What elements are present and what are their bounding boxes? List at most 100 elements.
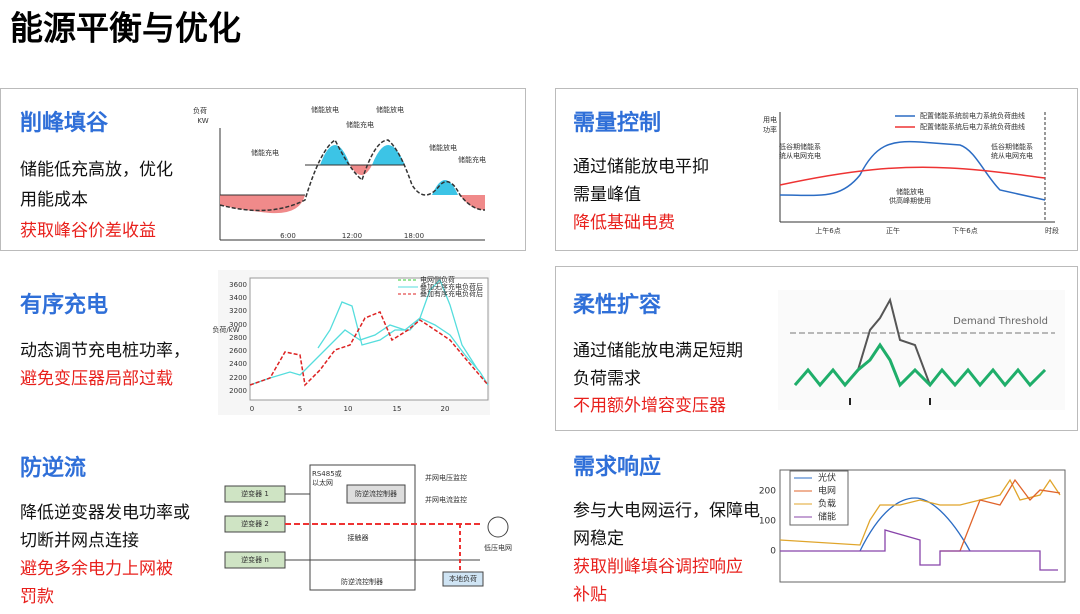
figure-label: 以太网 bbox=[312, 478, 333, 487]
panel-highlight: 避免多余电力上网被 bbox=[20, 559, 173, 579]
figure-label: 3400 bbox=[229, 294, 247, 302]
figure-label: 配置储能系统前电力系统负荷曲线 bbox=[920, 111, 1025, 120]
figure-label: 统从电网充电 bbox=[779, 151, 821, 160]
figure-response bbox=[779, 469, 1066, 583]
panel-title: 柔性扩容 bbox=[573, 292, 661, 318]
panel-highlight: 补贴 bbox=[573, 585, 607, 605]
panel-title: 削峰填谷 bbox=[20, 111, 109, 136]
figure-label: 叠加有序充电负荷后 bbox=[420, 289, 483, 298]
figure-label: 0 bbox=[770, 547, 776, 557]
figure-label: 18:00 bbox=[404, 232, 424, 240]
panel-frame bbox=[555, 266, 1078, 431]
figure-label: 2400 bbox=[229, 360, 247, 368]
figure-label: 储能充电 bbox=[251, 148, 279, 157]
panel-text: 参与大电网运行，保障电 bbox=[573, 501, 760, 521]
panel-highlight: 获取削峰填谷调控响应 bbox=[573, 557, 743, 577]
figure-label: 2000 bbox=[229, 387, 247, 395]
figure-label: 低谷期储能系 bbox=[991, 142, 1033, 151]
figure-label: 并网电压监控 bbox=[425, 473, 467, 482]
panel-frame bbox=[555, 88, 1078, 251]
figure-label: 本地负荷 bbox=[449, 574, 477, 583]
figure-label: 统从电网充电 bbox=[991, 151, 1033, 160]
figure-label: 用电 bbox=[763, 115, 777, 124]
figure-label: KW bbox=[197, 117, 208, 125]
figure-demand bbox=[779, 112, 1055, 223]
panel-text: 负荷需求 bbox=[573, 369, 641, 389]
figure-peak-valley bbox=[219, 128, 486, 241]
figure-label: 低谷期储能系 bbox=[779, 142, 821, 151]
figure-label: 正午 bbox=[886, 226, 900, 235]
figure-label: 3000 bbox=[229, 321, 247, 329]
figure-label: 12:00 bbox=[342, 232, 362, 240]
figure-label: 负载 bbox=[818, 498, 836, 510]
panel-text: 通过储能放电满足短期 bbox=[573, 341, 743, 361]
panel-highlight: 不用额外增容变压器 bbox=[573, 396, 726, 416]
figure-label: 负荷 bbox=[193, 106, 207, 115]
figure-label: 储能放电 bbox=[376, 105, 404, 114]
panel-highlight: 获取峰谷价差收益 bbox=[20, 221, 156, 241]
figure-label: 时段 bbox=[1045, 226, 1059, 235]
panel-highlight: 罚款 bbox=[20, 587, 54, 607]
figure-label: 电网侧负荷 bbox=[420, 275, 455, 284]
figure-label: 储能放电 bbox=[429, 143, 457, 152]
slide-title: 能源平衡与优化 bbox=[10, 9, 241, 48]
figure-anti-backflow bbox=[224, 464, 509, 591]
figure-label: 3600 bbox=[229, 281, 247, 289]
figure-label: 储能 bbox=[818, 511, 836, 523]
panel-title: 需量控制 bbox=[573, 110, 661, 136]
figure-charging bbox=[218, 270, 490, 415]
panel-text: 降低逆变器发电功率或 bbox=[20, 503, 190, 523]
figure-label: 接触器 bbox=[348, 533, 369, 542]
figure-label: RS485或 bbox=[312, 469, 342, 478]
panel-text: 切断并网点连接 bbox=[20, 531, 139, 551]
panel-title: 防逆流 bbox=[20, 455, 86, 481]
figure-label: 15 bbox=[393, 405, 402, 413]
panel-text: 通过储能放电平抑 bbox=[573, 157, 709, 177]
figure-label: 防逆流控制器 bbox=[355, 489, 397, 498]
figure-label: 逆变器 n bbox=[241, 555, 269, 564]
figure-label: 上午6点 bbox=[815, 226, 840, 235]
figure-label: 储能充电 bbox=[458, 155, 486, 164]
figure-label: 电网 bbox=[818, 485, 836, 497]
figure-label: 5 bbox=[298, 405, 302, 413]
panel-text: 用能成本 bbox=[20, 190, 88, 210]
figure-label: 储能充电 bbox=[346, 120, 374, 129]
panel-highlight: 降低基础电费 bbox=[573, 213, 675, 233]
figure-label: 6:00 bbox=[280, 232, 296, 240]
figure-label: 2800 bbox=[229, 334, 247, 342]
figure-label: 储能放电 bbox=[311, 105, 339, 114]
figure-label: 低压电网 bbox=[484, 543, 512, 552]
figure-label: 2200 bbox=[229, 374, 247, 382]
figure-label: 200 bbox=[759, 487, 776, 497]
figure-label: 20 bbox=[441, 405, 450, 413]
figure-label: 负荷/kW bbox=[212, 325, 239, 334]
panel-text: 需量峰值 bbox=[573, 185, 641, 205]
panels: 削峰填谷储能低充高放，优化用能成本获取峰谷价差收益负荷KW储能放电储能充电储能放… bbox=[20, 105, 1059, 607]
figure-label: 叠加无序充电负荷后 bbox=[420, 282, 483, 291]
figure-label: 逆变器 1 bbox=[241, 489, 269, 498]
figure-label: 供高峰期使用 bbox=[889, 196, 931, 205]
figure-flex bbox=[778, 290, 1065, 410]
figure-label: 3200 bbox=[229, 307, 247, 315]
figure-label: 储能放电 bbox=[896, 187, 924, 196]
figure-label: 2600 bbox=[229, 347, 247, 355]
panel-text: 储能低充高放，优化 bbox=[20, 160, 173, 180]
figure-label: 配置储能系统后电力系统负荷曲线 bbox=[920, 122, 1025, 131]
panel-text: 网稳定 bbox=[573, 529, 624, 549]
figure-label: 防逆流控制器 bbox=[341, 577, 383, 586]
figure-label: 0 bbox=[250, 405, 254, 413]
panel-highlight: 避免变压器局部过载 bbox=[20, 369, 173, 389]
figure-label: 100 bbox=[759, 517, 776, 527]
panel-title: 有序充电 bbox=[20, 292, 108, 318]
figure-label: 下午6点 bbox=[952, 226, 977, 235]
figure-label: 并网电流监控 bbox=[425, 495, 467, 504]
figure-label: Demand Threshold bbox=[953, 316, 1048, 327]
figure-label: 10 bbox=[344, 405, 353, 413]
panel-title: 需求响应 bbox=[573, 454, 661, 480]
panel-text: 动态调节充电桩功率， bbox=[20, 341, 190, 361]
figure-label: 逆变器 2 bbox=[241, 519, 269, 528]
figure-label: 光伏 bbox=[818, 472, 836, 484]
figure-label: 功率 bbox=[763, 125, 777, 134]
panel-frame bbox=[0, 88, 526, 251]
